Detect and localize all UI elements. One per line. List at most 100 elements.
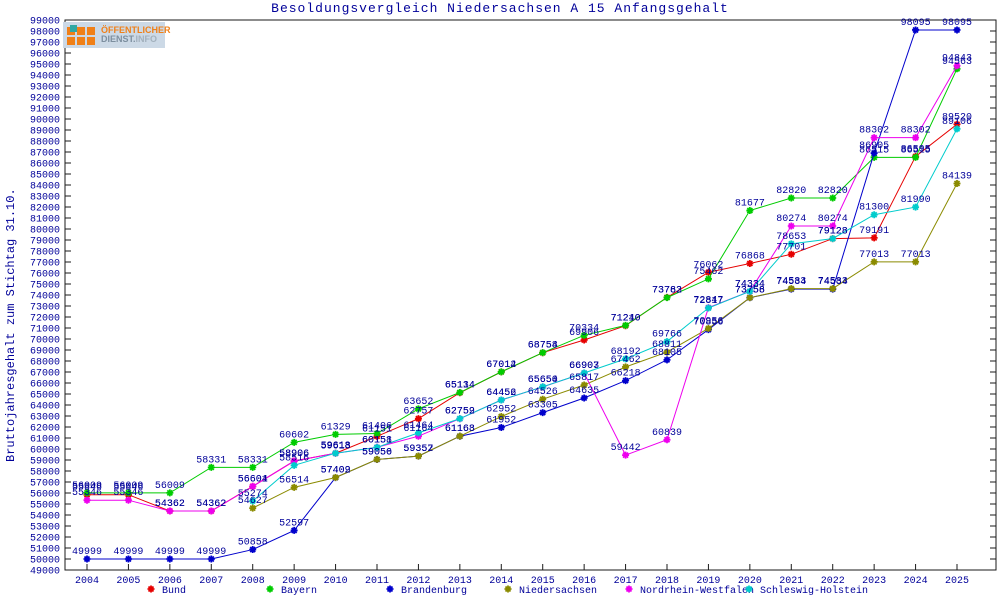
y-tick-label: 99000 (30, 17, 60, 28)
data-point-marker (663, 356, 671, 364)
point-value-label: 67462 (611, 355, 641, 366)
point-value-label: 81677 (735, 199, 765, 210)
x-tick-label: 2009 (282, 576, 306, 587)
point-value-label: 70856 (693, 318, 723, 329)
data-point-marker (580, 331, 588, 339)
data-point-marker (870, 153, 878, 161)
y-tick-label: 87000 (30, 149, 60, 160)
point-value-label: 56604 (238, 474, 268, 485)
point-value-label: 60602 (279, 430, 309, 441)
data-point-marker (912, 134, 920, 142)
point-value-label: 59618 (321, 441, 351, 452)
point-value-label: 65114 (445, 381, 475, 392)
data-point-marker (787, 240, 795, 248)
data-point-marker (953, 179, 961, 187)
point-value-label: 82820 (776, 186, 806, 197)
point-value-label: 74534 (818, 277, 848, 288)
point-value-label: 79128 (818, 227, 848, 238)
x-tick-label: 2015 (531, 576, 555, 587)
data-point-marker (870, 134, 878, 142)
point-value-label: 69766 (652, 330, 682, 341)
y-tick-label: 63000 (30, 413, 60, 424)
point-value-label: 56009 (155, 481, 185, 492)
data-point-marker (580, 394, 588, 402)
data-point-marker (497, 413, 505, 421)
y-tick-label: 57000 (30, 479, 60, 490)
y-tick-label: 70000 (30, 336, 60, 347)
data-point-marker (622, 363, 630, 371)
x-tick-label: 2005 (116, 576, 140, 587)
data-point-marker (912, 26, 920, 34)
point-value-label: 79128 (818, 227, 848, 238)
y-tick-label: 85000 (30, 171, 60, 182)
point-value-label: 86905 (859, 141, 889, 152)
data-point-marker (249, 482, 257, 490)
data-point-marker (539, 349, 547, 357)
point-value-label: 56009 (113, 481, 143, 492)
point-value-label: 78653 (776, 232, 806, 243)
y-tick-label: 59000 (30, 457, 60, 468)
point-value-label: 49999 (113, 547, 143, 558)
data-point-marker (290, 457, 298, 465)
point-value-label: 55846 (72, 483, 102, 494)
point-value-label: 67012 (486, 360, 516, 371)
point-value-label: 76062 (693, 260, 723, 271)
data-point-marker (414, 452, 422, 460)
x-tick-label: 2007 (199, 576, 223, 587)
data-point-marker (332, 449, 340, 457)
legend-item-nordrhein-westfalen: Nordrhein-Westfalen (623, 584, 754, 598)
point-value-label: 54627 (238, 496, 268, 507)
data-point-marker (870, 258, 878, 266)
data-point-marker (870, 234, 878, 242)
series-line-brandenburg (87, 29, 957, 560)
point-value-label: 61164 (403, 424, 433, 435)
y-tick-label: 56000 (30, 490, 60, 501)
point-value-label: 74583 (818, 277, 848, 288)
data-point-marker (166, 489, 174, 497)
point-value-label: 71240 (611, 313, 641, 324)
y-tick-label: 65000 (30, 391, 60, 402)
data-point-marker (663, 348, 671, 356)
point-value-label: 63305 (528, 401, 558, 412)
data-point-marker (870, 211, 878, 219)
chart-title: Besoldungsvergleich Niedersachsen A 15 A… (271, 1, 729, 16)
point-value-label: 69906 (569, 328, 599, 339)
point-value-label: 66907 (569, 361, 599, 372)
point-value-label: 68754 (528, 341, 558, 352)
y-tick-label: 98000 (30, 28, 60, 39)
point-value-label: 74334 (735, 279, 765, 290)
data-point-marker (83, 496, 91, 504)
point-value-label: 72847 (693, 296, 723, 307)
point-value-label: 55274 (238, 489, 268, 500)
point-value-label: 65650 (528, 375, 558, 386)
legend-item-brandenburg: Brandenburg (384, 584, 467, 598)
y-tick-label: 58000 (30, 468, 60, 479)
y-tick-label: 84000 (30, 182, 60, 193)
data-point-marker (497, 368, 505, 376)
data-point-marker (124, 489, 132, 497)
data-point-marker (870, 149, 878, 157)
y-tick-label: 86000 (30, 160, 60, 171)
data-point-marker (663, 294, 671, 302)
data-point-marker (663, 436, 671, 444)
bund-marker-icon (145, 582, 157, 600)
y-tick-label: 55000 (30, 501, 60, 512)
legend-item-niedersachsen: Niedersachsen (502, 584, 597, 598)
point-value-label: 68192 (611, 347, 641, 358)
point-value-label: 79191 (859, 226, 889, 237)
legend-item-schleswig-holstein: Schleswig-Holstein (743, 584, 868, 598)
legend-item-bayern: Bayern (264, 584, 317, 598)
legend-item-bund: Bund (145, 584, 186, 598)
data-point-marker (456, 415, 464, 423)
data-point-marker (829, 194, 837, 202)
point-value-label: 55846 (113, 483, 143, 494)
data-point-marker (290, 483, 298, 491)
point-value-label: 59618 (321, 441, 351, 452)
y-tick-label: 73000 (30, 303, 60, 314)
point-value-label: 98095 (901, 18, 931, 29)
data-point-marker (580, 369, 588, 377)
point-value-label: 61406 (362, 422, 392, 433)
data-point-marker (207, 507, 215, 515)
point-value-label: 68758 (528, 341, 558, 352)
